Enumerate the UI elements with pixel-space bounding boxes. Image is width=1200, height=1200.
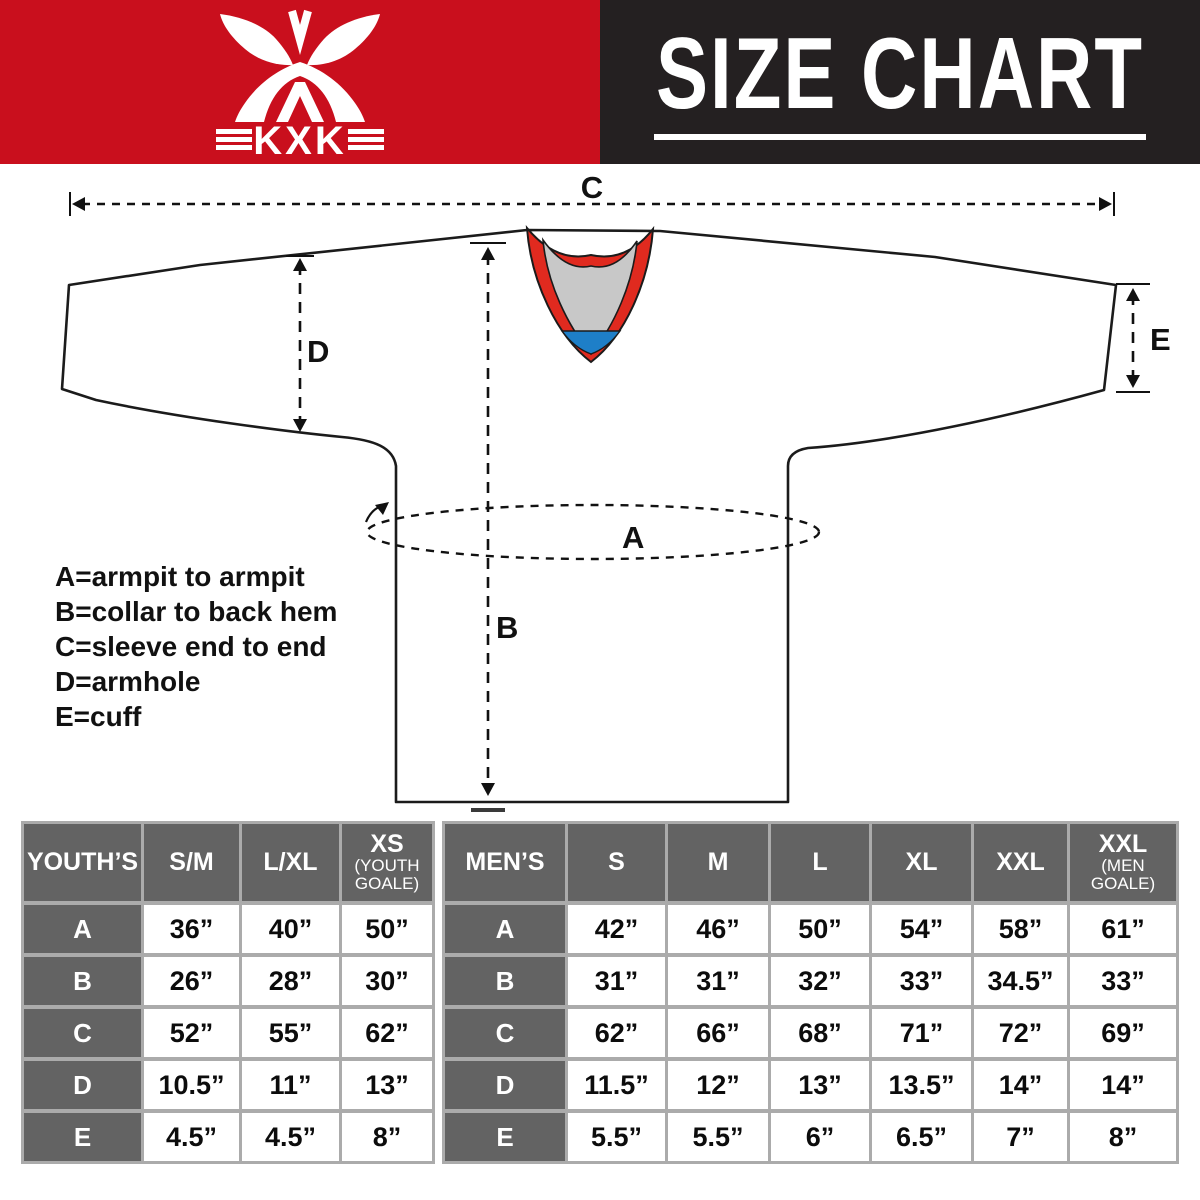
size-cell: 8” bbox=[1070, 1113, 1176, 1161]
label-a: A bbox=[622, 520, 644, 555]
size-cell: 54” bbox=[872, 905, 971, 953]
size-cell: 62” bbox=[568, 1009, 665, 1057]
youth-size-table: YOUTH’S S/M L/XL XS (YOUTH GOALE) A 36” 4… bbox=[21, 821, 435, 1164]
men-row-label: B bbox=[445, 957, 565, 1005]
size-cell: 5.5” bbox=[568, 1113, 665, 1161]
size-cell: 5.5” bbox=[668, 1113, 768, 1161]
size-cell: 69” bbox=[1070, 1009, 1176, 1057]
men-col-header: XL bbox=[872, 824, 971, 901]
size-cell: 8” bbox=[342, 1113, 432, 1161]
size-cell: 31” bbox=[568, 957, 665, 1005]
size-cell: 7” bbox=[974, 1113, 1067, 1161]
size-cell: 50” bbox=[771, 905, 869, 953]
men-row-label: C bbox=[445, 1009, 565, 1057]
measure-e bbox=[1116, 283, 1150, 393]
jersey-outline bbox=[60, 228, 1118, 804]
page-title: SIZE CHART bbox=[656, 15, 1144, 131]
label-e: E bbox=[1150, 322, 1171, 357]
measure-c bbox=[69, 192, 1115, 216]
men-col-header: XXL (MEN GOALE) bbox=[1070, 824, 1176, 901]
size-cell: 4.5” bbox=[242, 1113, 339, 1161]
measure-d bbox=[286, 255, 314, 432]
size-cell: 12” bbox=[668, 1061, 768, 1109]
size-cell: 68” bbox=[771, 1009, 869, 1057]
size-cell: 6” bbox=[771, 1113, 869, 1161]
measure-a bbox=[364, 502, 821, 561]
label-b: B bbox=[496, 610, 518, 645]
size-cell: 10.5” bbox=[144, 1061, 239, 1109]
size-cell: 40” bbox=[242, 905, 339, 953]
men-row-label: E bbox=[445, 1113, 565, 1161]
legend-c: C=sleeve end to end bbox=[55, 631, 327, 662]
size-cell: 32” bbox=[771, 957, 869, 1005]
size-cell: 46” bbox=[668, 905, 768, 953]
size-cell: 13” bbox=[771, 1061, 869, 1109]
top-banner: KXK SIZE CHART bbox=[0, 0, 1200, 164]
men-col-header: L bbox=[771, 824, 869, 901]
size-cell: 13.5” bbox=[872, 1061, 971, 1109]
men-size-table: MEN’S S M L XL XXL XXL (MEN GOALE) A 42” … bbox=[442, 821, 1179, 1164]
collar-accent bbox=[560, 330, 622, 355]
size-cell: 34.5” bbox=[974, 957, 1067, 1005]
youth-table-heading: YOUTH’S bbox=[24, 824, 141, 901]
measure-b bbox=[470, 242, 506, 812]
youth-row-label: C bbox=[24, 1009, 141, 1057]
size-cell: 14” bbox=[1070, 1061, 1176, 1109]
title-banner: SIZE CHART bbox=[600, 0, 1200, 164]
brand-banner: KXK bbox=[0, 0, 600, 164]
size-cell: 50” bbox=[342, 905, 432, 953]
size-cell: 6.5” bbox=[872, 1113, 971, 1161]
label-d: D bbox=[307, 334, 329, 369]
size-cell: 71” bbox=[872, 1009, 971, 1057]
youth-row-label: B bbox=[24, 957, 141, 1005]
legend-d: D=armhole bbox=[55, 666, 201, 697]
size-cell: 66” bbox=[668, 1009, 768, 1057]
size-cell: 14” bbox=[974, 1061, 1067, 1109]
men-table-heading: MEN’S bbox=[445, 824, 565, 901]
size-cell: 33” bbox=[872, 957, 971, 1005]
youth-col-header: L/XL bbox=[242, 824, 339, 901]
legend-e: E=cuff bbox=[55, 701, 142, 732]
men-row-label: D bbox=[445, 1061, 565, 1109]
size-cell: 36” bbox=[144, 905, 239, 953]
size-cell: 42” bbox=[568, 905, 665, 953]
title-underline bbox=[654, 134, 1146, 140]
legend-b: B=collar to back hem bbox=[55, 596, 337, 627]
size-cell: 58” bbox=[974, 905, 1067, 953]
youth-col-header: XS (YOUTH GOALE) bbox=[342, 824, 432, 901]
youth-row-label: E bbox=[24, 1113, 141, 1161]
size-cell: 13” bbox=[342, 1061, 432, 1109]
logo-bars-left bbox=[216, 129, 252, 150]
jersey-diagram: C D B A bbox=[55, 170, 1171, 812]
men-col-header: XXL bbox=[974, 824, 1067, 901]
logo-bars-right bbox=[348, 129, 384, 150]
youth-col-header: S/M bbox=[144, 824, 239, 901]
size-cell: 11” bbox=[242, 1061, 339, 1109]
size-cell: 31” bbox=[668, 957, 768, 1005]
size-cell: 30” bbox=[342, 957, 432, 1005]
size-cell: 26” bbox=[144, 957, 239, 1005]
size-cell: 72” bbox=[974, 1009, 1067, 1057]
size-cell: 33” bbox=[1070, 957, 1176, 1005]
size-cell: 62” bbox=[342, 1009, 432, 1057]
logo-brand-text: KXK bbox=[253, 119, 346, 158]
label-c: C bbox=[581, 170, 603, 205]
youth-row-label: D bbox=[24, 1061, 141, 1109]
size-cell: 52” bbox=[144, 1009, 239, 1057]
men-col-header: S bbox=[568, 824, 665, 901]
size-cell: 11.5” bbox=[568, 1061, 665, 1109]
measurement-legend: A=armpit to armpit B=collar to back hem … bbox=[55, 561, 337, 732]
men-col-header: M bbox=[668, 824, 768, 901]
kxk-logo-icon: KXK bbox=[216, 9, 384, 158]
jersey-collar bbox=[525, 224, 655, 364]
men-row-label: A bbox=[445, 905, 565, 953]
size-cell: 4.5” bbox=[144, 1113, 239, 1161]
youth-row-label: A bbox=[24, 905, 141, 953]
size-cell: 61” bbox=[1070, 905, 1176, 953]
legend-a: A=armpit to armpit bbox=[55, 561, 305, 592]
size-cell: 28” bbox=[242, 957, 339, 1005]
size-cell: 55” bbox=[242, 1009, 339, 1057]
